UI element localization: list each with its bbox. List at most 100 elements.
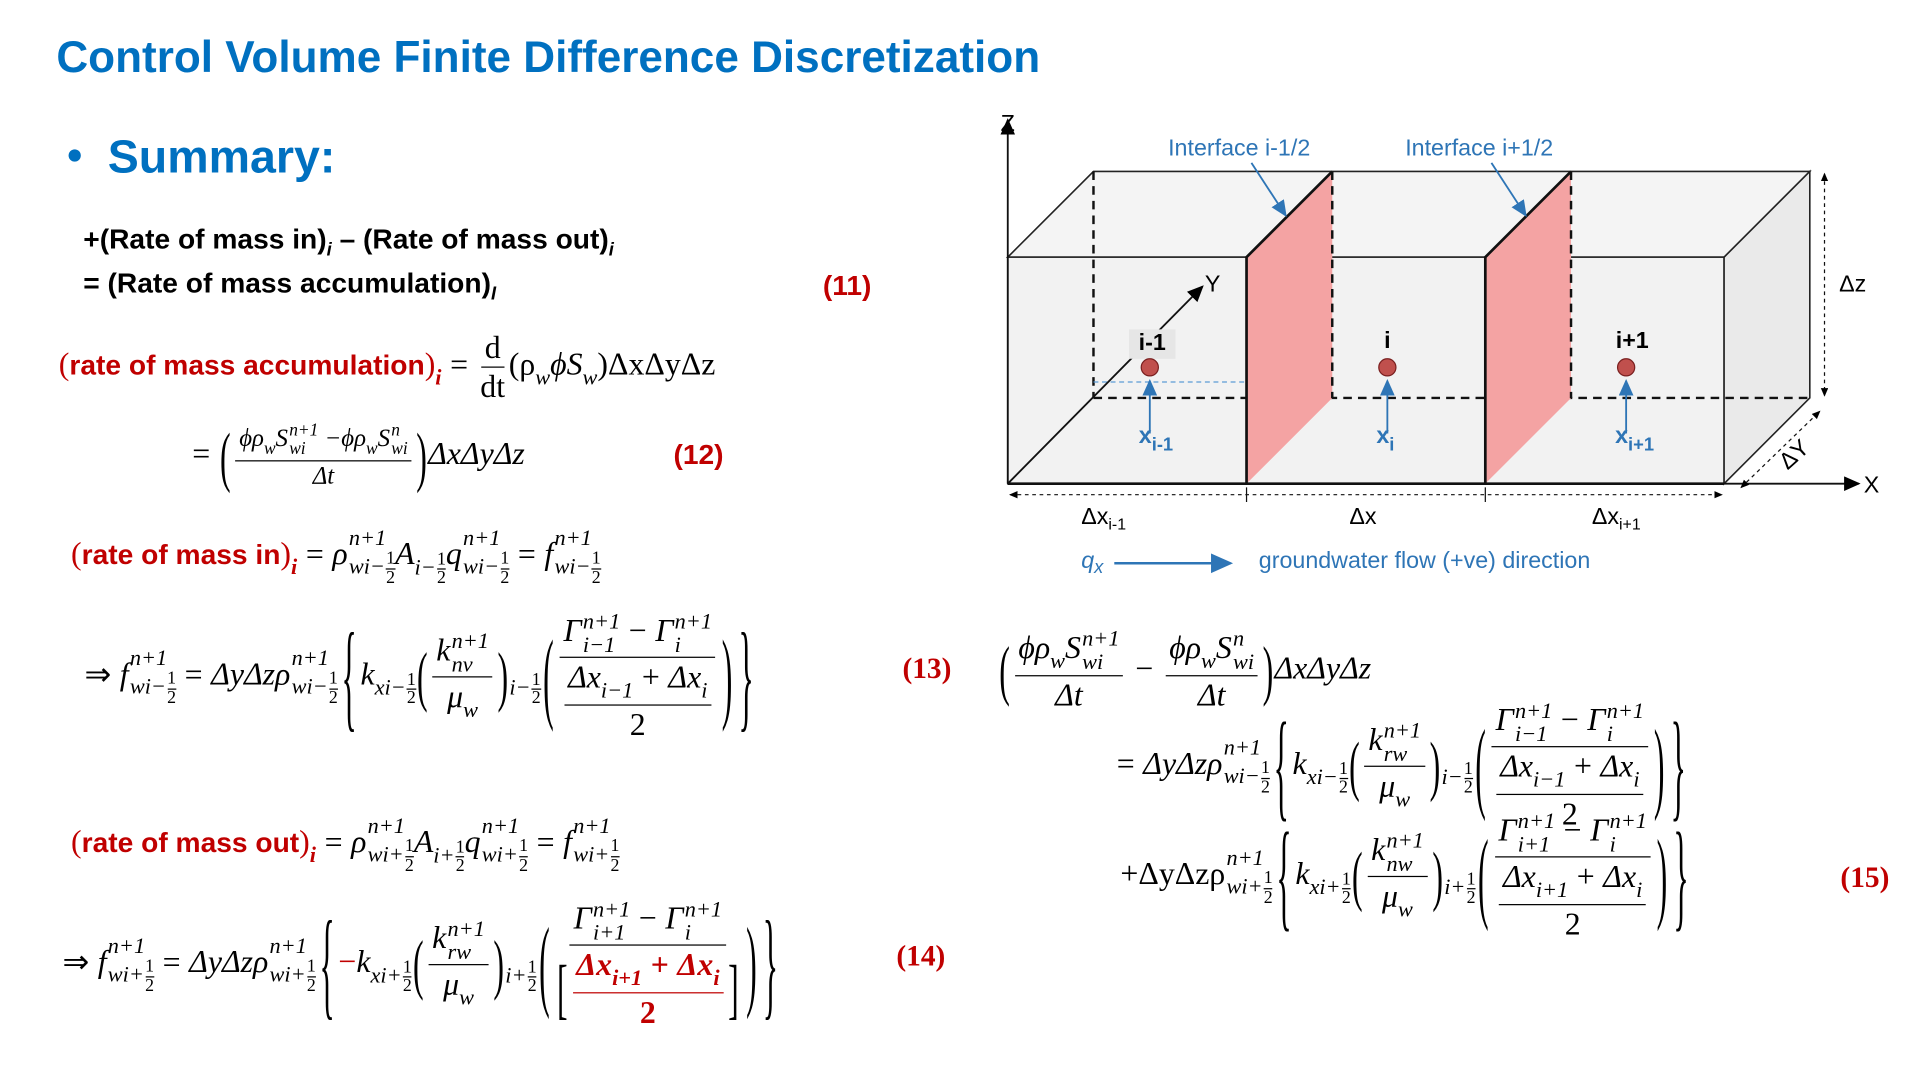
math-token: 2 xyxy=(402,976,412,997)
math-group: n+1 wi− 1 2 xyxy=(463,526,510,587)
math-group: n+1 i xyxy=(685,897,722,945)
math-token: Γ xyxy=(655,612,674,649)
math-token: i xyxy=(1636,877,1643,903)
math-token: k xyxy=(1368,721,1383,758)
math-group: ϕρwS n+1 wi −ϕρwS n wi Δt xyxy=(235,422,412,491)
math-group: ) xyxy=(280,536,291,572)
equation: (rate of mass out)i = ρ n+1 wi+ 1 2 Ai+ 1 2 q n+1 wi… xyxy=(71,813,620,876)
math-token: 1 xyxy=(1261,758,1270,779)
math-group: } xyxy=(763,892,778,1037)
graphic xyxy=(1331,171,1573,398)
math-group: = xyxy=(163,944,181,980)
text-part: x xyxy=(1376,422,1389,448)
math-group: wi+ 1 2 xyxy=(270,958,316,995)
math-token: Δt xyxy=(1055,677,1083,714)
math-token: S xyxy=(377,425,391,453)
math-token: 2 xyxy=(328,688,338,708)
math-token: rate of mass accumulation xyxy=(69,348,425,381)
math-group: wi− 1 2 xyxy=(554,550,601,587)
math-token: i+ xyxy=(433,842,455,867)
math-token: w xyxy=(1395,787,1411,812)
math-token: n+1 xyxy=(1517,808,1556,834)
text-part: q xyxy=(1081,547,1094,573)
math-group: n+1 wi+ 1 2 xyxy=(367,813,414,876)
math-token: wi− xyxy=(463,554,500,579)
math-token: 2 xyxy=(404,855,414,876)
math-token: n+1 xyxy=(1223,735,1262,760)
math-token: = xyxy=(1116,745,1135,782)
math-token: k xyxy=(1371,831,1386,868)
math-token: ) xyxy=(1429,729,1441,804)
text-part: i+1 xyxy=(1628,434,1654,455)
math-token: ( xyxy=(58,346,70,383)
math-group: ϕρwS n+1 wi Δt xyxy=(1014,627,1124,714)
math-group: k n+1 nw xyxy=(1367,829,1428,878)
graphic xyxy=(1140,358,1159,377)
math-token: i+1 xyxy=(593,920,626,945)
text-part: Δx xyxy=(1592,503,1620,529)
math-token: A xyxy=(413,823,434,860)
math-token: Γ xyxy=(1587,702,1606,738)
math-group: i xyxy=(1633,767,1639,791)
math-group: − xyxy=(1135,650,1153,686)
math-token: ⇒ xyxy=(62,944,90,980)
node-position: xi-1 xyxy=(1139,422,1173,454)
graphic xyxy=(1616,358,1636,377)
math-group: − xyxy=(629,613,647,649)
math-token: n xyxy=(1233,626,1245,651)
math-token: = xyxy=(517,536,536,572)
math-token: (ρ xyxy=(508,346,536,383)
math-group: w xyxy=(535,365,550,389)
math-group: n+1 wi+ 1 2 xyxy=(482,814,529,875)
graphic xyxy=(1245,170,1572,484)
node-position: xi xyxy=(1376,422,1394,454)
math-token: w xyxy=(366,439,378,459)
math-token: xi+ xyxy=(370,962,402,988)
math-token: n+1 xyxy=(367,813,405,838)
math-group: (ρ xyxy=(509,346,535,382)
math-token: wi xyxy=(391,439,408,459)
math-token: n+1 xyxy=(674,608,712,634)
math-group: } xyxy=(1671,694,1686,839)
math-token: = xyxy=(184,656,203,692)
math-token: ( xyxy=(1478,819,1489,934)
text-part: – (Rate of mass out) xyxy=(331,222,609,255)
math-token: w xyxy=(582,365,598,390)
math-group: ( xyxy=(543,616,554,738)
math-group: i xyxy=(310,842,316,866)
math-token: Γ xyxy=(563,612,582,649)
math-token: wi+ xyxy=(573,841,610,867)
math-group: ( xyxy=(1478,816,1489,938)
math-group: i xyxy=(291,555,297,579)
math-token: n+1 xyxy=(1226,845,1264,870)
math-group: ) xyxy=(1654,705,1665,827)
math-group: − xyxy=(1564,812,1582,848)
math-group: w xyxy=(366,439,378,459)
math-group: = xyxy=(325,824,343,860)
math-group: i−1 xyxy=(1533,767,1565,791)
math-token: { xyxy=(1273,698,1289,834)
balance-line: = (Rate of mass accumulation)I xyxy=(83,267,496,304)
math-token: − xyxy=(638,900,657,936)
equation: (rate of mass accumulation)i = d dt (ρwϕSw)Δ… xyxy=(59,329,716,407)
equation-tag: (15) xyxy=(1840,862,1890,895)
math-group: n+1 nv xyxy=(452,629,489,677)
node-label: i xyxy=(1384,327,1390,353)
math-token: + xyxy=(1576,858,1595,895)
math-group: ) xyxy=(1657,816,1668,938)
graphic xyxy=(1246,171,1333,484)
math-token: n+1 xyxy=(291,645,329,671)
math-group: μw xyxy=(1382,877,1413,924)
math-token: 2 xyxy=(610,855,620,876)
math-token: { xyxy=(341,609,357,745)
math-token: ) xyxy=(1432,839,1444,914)
math-token: ) xyxy=(416,419,427,494)
math-token: ( xyxy=(539,907,550,1022)
text-part: x xyxy=(1139,422,1152,448)
math-token: i xyxy=(674,632,681,657)
math-group: n+1 i xyxy=(674,608,712,657)
math-token: = xyxy=(536,823,555,860)
